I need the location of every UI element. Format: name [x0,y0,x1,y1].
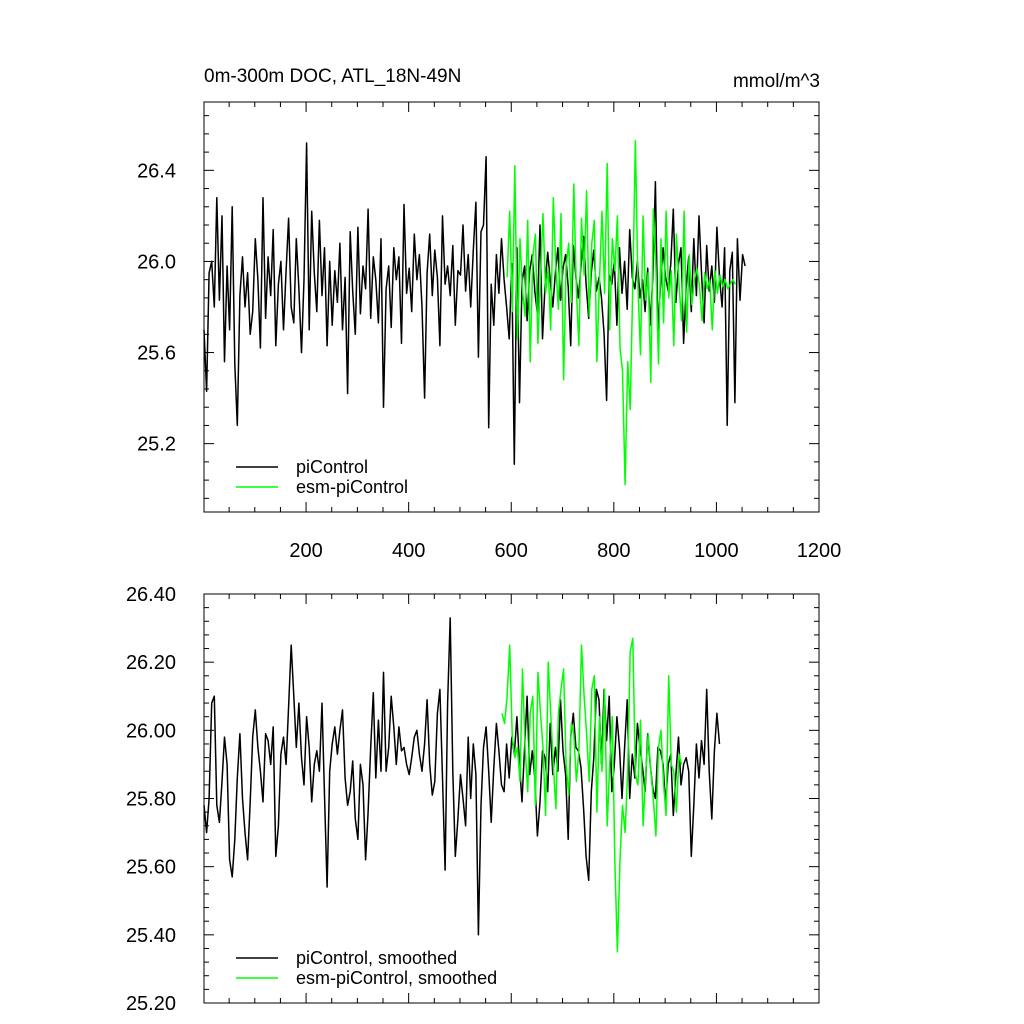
bottom-y-tick-label: 25.80 [126,789,176,811]
bottom-legend-label-0: piControl, smoothed [296,948,457,968]
top-chart-units: mmol/m^3 [733,71,820,92]
top-series-picontrol-line [203,142,746,465]
bottom-series-picontrol-line [203,617,721,936]
top-legend-label-1: esm-piControl [296,477,408,497]
bottom-y-tick-label: 26.00 [126,720,176,742]
top-y-tick-label: 26.4 [137,160,176,182]
top-x-tick-label: 1200 [797,540,842,562]
top-x-tick-label: 400 [392,540,425,562]
top-series-esm-picontrol-line [506,139,737,486]
bottom-y-tick-label: 25.40 [126,925,176,947]
top-legend-label-0: piControl [296,457,368,477]
bottom-panel: 25.20 25.40 25.60 25.80 26.00 26.20 26.40 piCon… [126,584,820,1015]
top-y-tick-label: 26.0 [137,251,176,273]
bottom-series-esm-picontrol-line [501,637,683,953]
top-x-tick-label: 600 [495,540,528,562]
top-chart-title: 0m-300m DOC, ATL_18N-49N [204,66,461,87]
top-panel: 0m-300m DOC, ATL_18N-49N mmol/m^3 200 400… [137,66,841,562]
bottom-y-tick-label: 25.20 [126,993,176,1015]
top-x-tick-label: 1000 [694,540,739,562]
bottom-y-tick-label: 26.20 [126,652,176,674]
top-y-tick-label: 25.6 [137,343,176,365]
bottom-plot-frame [203,593,820,1004]
bottom-y-tick-label: 26.40 [126,584,176,606]
bottom-legend-label-1: esm-piControl, smoothed [296,968,497,988]
bottom-y-tick-label: 25.60 [126,857,176,879]
top-y-tick-label: 25.2 [137,434,176,456]
top-x-tick-label: 200 [289,540,322,562]
top-x-tick-label: 800 [597,540,630,562]
